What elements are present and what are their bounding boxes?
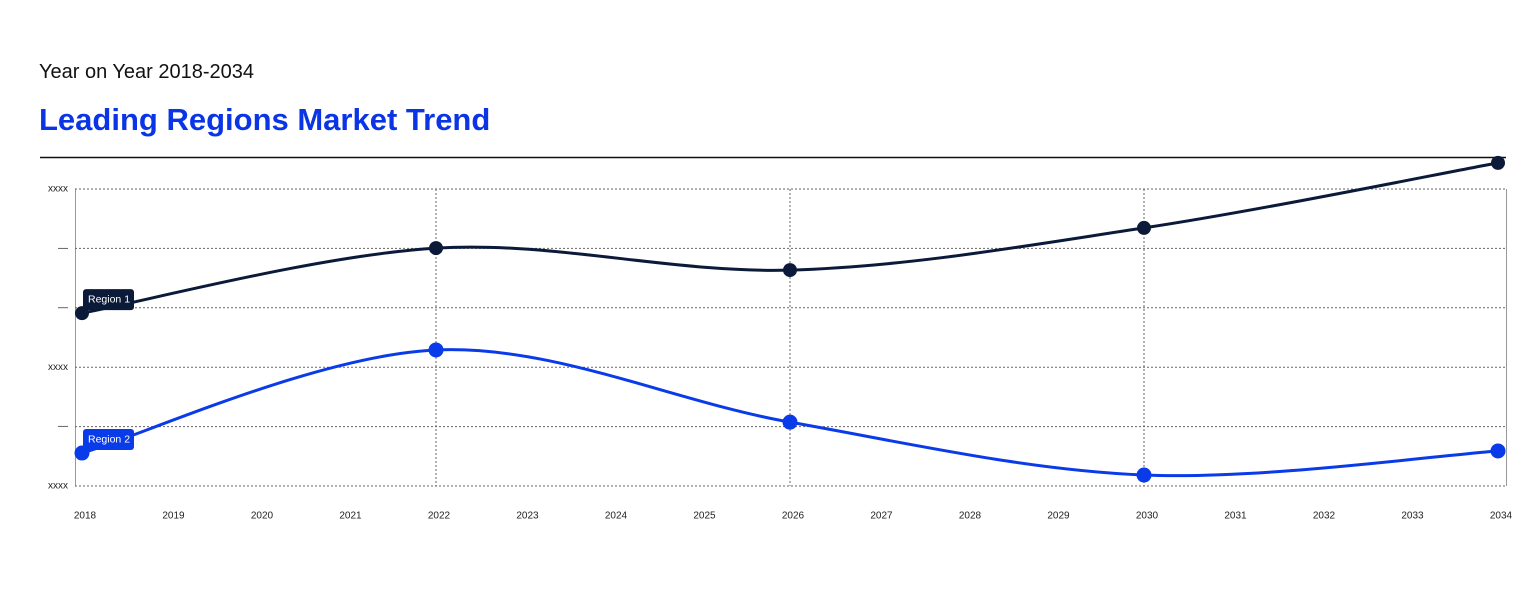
legend-label: Region 2 (88, 433, 130, 445)
x-tick-label: 2028 (959, 511, 982, 522)
y-tick-label: xxxx (48, 184, 68, 195)
point (783, 263, 797, 278)
y-tick-label: — (58, 421, 68, 432)
chart-subtitle: Year on Year 2018-2034 (39, 61, 254, 83)
point (1491, 155, 1505, 170)
point (1490, 443, 1506, 459)
x-tick-label: 2021 (339, 511, 362, 522)
x-tick-label: 2031 (1224, 511, 1247, 522)
legend-tag (83, 289, 134, 311)
point (1136, 467, 1152, 483)
x-tick-label: 2018 (74, 511, 97, 522)
chart-title: Leading Regions Market Trend (39, 102, 490, 137)
x-tick-label: 2032 (1313, 511, 1336, 522)
y-tick-label: xxxx (48, 481, 68, 492)
x-tick-label: 2027 (870, 511, 893, 522)
legend-label: Region 1 (88, 293, 130, 305)
point (1137, 220, 1151, 235)
x-tick-label: 2023 (516, 511, 539, 522)
x-tick-label: 2030 (1136, 511, 1159, 522)
series-line (81, 348, 1499, 478)
x-tick-label: 2020 (251, 511, 274, 522)
x-tick-label: 2025 (693, 511, 716, 522)
x-tick-label: 2033 (1401, 511, 1424, 522)
point (429, 241, 443, 256)
x-tick-label: 2019 (162, 511, 185, 522)
x-tick-label: 2024 (605, 511, 628, 522)
x-tick-label: 2034 (1490, 511, 1513, 522)
y-tick-label: xxxx (48, 362, 68, 373)
x-tick-label: 2029 (1047, 511, 1070, 522)
x-tick-label: 2022 (428, 511, 451, 522)
x-tick-label: 2026 (782, 511, 805, 522)
point (782, 414, 798, 430)
y-tick-label: — (58, 302, 68, 313)
legend-tag (83, 429, 134, 451)
y-tick-label: — (58, 243, 68, 254)
point (428, 342, 444, 358)
